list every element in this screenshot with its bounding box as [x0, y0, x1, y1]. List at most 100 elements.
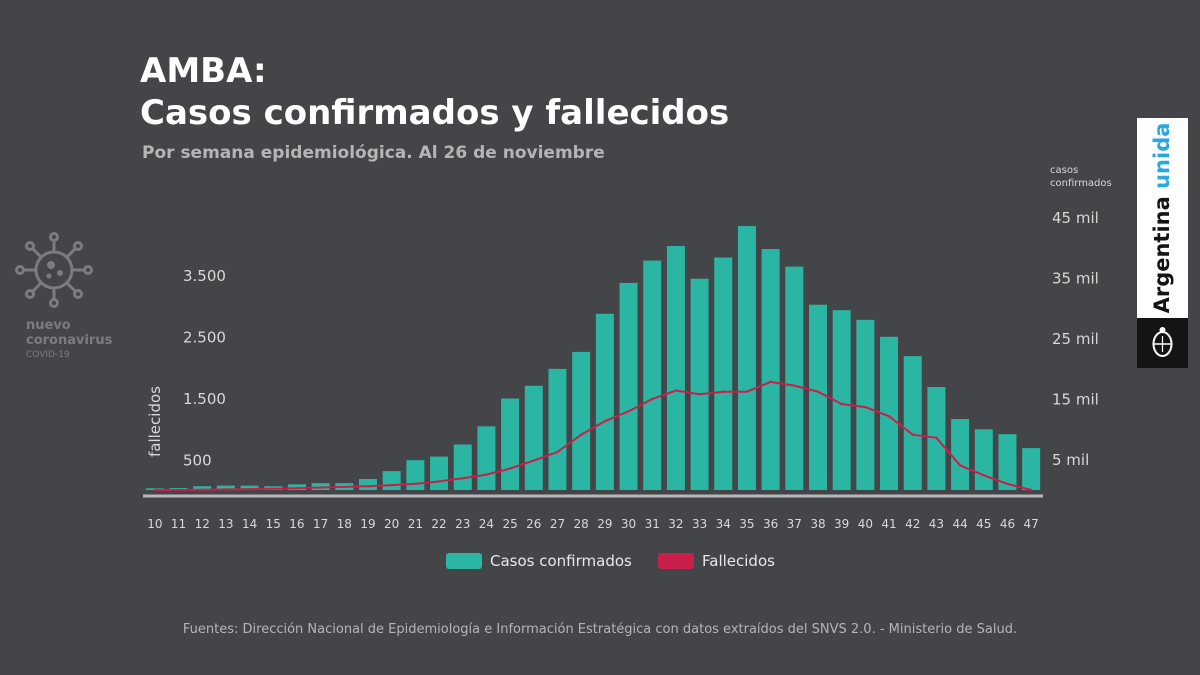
bar-casos	[406, 460, 425, 490]
page-subtitle: Por semana epidemiológica. Al 26 de novi…	[142, 143, 605, 163]
x-tick-label: 21	[408, 517, 423, 531]
legend-swatch-casos	[446, 553, 482, 569]
x-tick-label: 19	[360, 517, 375, 531]
point-fallecidos	[153, 488, 157, 492]
x-tick-label: 26	[526, 517, 541, 531]
left-tick-label: 1.500	[183, 390, 226, 408]
bar-casos	[477, 426, 496, 490]
x-tick-label: 18	[337, 517, 352, 531]
x-tick-label: 24	[479, 517, 494, 531]
badge-line-3: COVID-19	[26, 350, 70, 360]
bar-casos	[572, 351, 591, 490]
legend-label-fallecidos: Fallecidos	[702, 552, 775, 570]
x-tick-label: 30	[621, 517, 636, 531]
source-footer: Fuentes: Dirección Nacional de Epidemiol…	[182, 622, 1018, 637]
point-fallecidos	[1006, 482, 1009, 486]
x-tick-label: 23	[455, 517, 470, 531]
point-fallecidos	[272, 487, 275, 490]
right-tick-label: 15 mil	[1052, 391, 1099, 409]
legend-label-casos: Casos confirmados	[490, 552, 632, 570]
point-fallecidos	[651, 397, 654, 401]
x-tick-label: 44	[952, 517, 967, 531]
x-tick-label: 41	[881, 517, 896, 531]
point-fallecidos	[674, 389, 678, 392]
x-tick-label: 46	[1000, 517, 1015, 531]
legend-item-fallecidos: Fallecidos	[658, 552, 775, 570]
bar-casos	[595, 313, 614, 490]
bar-casos	[809, 304, 827, 490]
point-fallecidos	[793, 384, 796, 387]
bar-casos	[216, 485, 235, 490]
left-tick-label: 3.500	[183, 267, 226, 285]
x-tick-label: 20	[384, 517, 399, 531]
bar-casos	[524, 385, 543, 490]
x-tick-label: 12	[195, 517, 210, 531]
right-axis-label-line2: confirmados	[1050, 178, 1112, 189]
point-fallecidos	[769, 380, 772, 384]
bar-casos	[382, 471, 401, 490]
bar-casos	[619, 282, 638, 490]
bar-casos	[737, 226, 756, 490]
right-tick-label: 25 mil	[1052, 330, 1099, 348]
x-tick-label: 37	[787, 517, 802, 531]
badge-line-1: nuevo	[26, 318, 71, 333]
x-tick-label: 25	[502, 517, 517, 531]
legend-swatch-fallecidos	[658, 553, 694, 569]
bar-casos	[785, 266, 804, 490]
x-tick-label: 13	[218, 517, 233, 531]
x-tick-label: 47	[1024, 517, 1039, 531]
point-fallecidos	[982, 474, 985, 477]
bar-casos	[359, 478, 377, 490]
point-fallecidos	[816, 390, 820, 393]
emblem-panel	[1137, 318, 1188, 368]
x-tick-label: 36	[763, 517, 778, 531]
point-fallecidos	[745, 390, 749, 393]
x-tick-label: 32	[668, 517, 683, 531]
x-tick-label: 45	[976, 517, 991, 531]
bar-casos	[501, 398, 520, 490]
point-fallecidos	[698, 392, 701, 396]
point-fallecidos	[437, 480, 441, 483]
bar-casos	[643, 260, 662, 490]
bar-casos	[666, 246, 685, 490]
x-tick-label: 10	[147, 517, 162, 531]
bar-casos	[430, 456, 449, 490]
x-tick-label: 34	[716, 517, 731, 531]
point-fallecidos	[414, 482, 417, 486]
x-tick-label: 29	[597, 517, 612, 531]
point-fallecidos	[722, 390, 725, 393]
bar-casos	[714, 257, 733, 490]
bar-casos	[903, 356, 922, 490]
point-fallecidos	[887, 415, 891, 418]
left-tick-label: 500	[183, 451, 212, 469]
right-tick-label: 5 mil	[1052, 451, 1089, 469]
x-tick-label: 22	[431, 517, 446, 531]
covid-badge: nuevo coronavirus COVID-19	[26, 318, 112, 363]
national-emblem-icon	[1152, 327, 1173, 357]
x-tick-label: 35	[739, 517, 754, 531]
title-line-2: Casos confirmados y fallecidos	[140, 93, 730, 133]
bar-casos	[856, 319, 875, 490]
x-tick-label: 16	[289, 517, 304, 531]
left-axis-label: fallecidos	[146, 386, 164, 457]
bar-casos	[832, 310, 851, 490]
point-fallecidos	[627, 410, 630, 413]
x-tick-label: 28	[574, 517, 589, 531]
point-fallecidos	[911, 433, 914, 436]
point-fallecidos	[224, 488, 228, 491]
point-fallecidos	[343, 485, 346, 489]
legend-item-casos: Casos confirmados	[446, 552, 632, 570]
point-fallecidos	[603, 420, 607, 423]
x-tick-label: 15	[266, 517, 281, 531]
x-tick-label: 33	[692, 517, 707, 531]
x-tick-label: 38	[810, 517, 825, 531]
bar-casos	[690, 278, 709, 490]
x-tick-label: 40	[858, 517, 873, 531]
x-tick-label: 11	[171, 517, 186, 531]
right-axis-label-line1: casos	[1050, 165, 1078, 176]
bar-casos	[548, 368, 567, 490]
brand-panel: Argentina unida	[1137, 118, 1188, 318]
bar-casos	[951, 419, 970, 490]
point-fallecidos	[201, 488, 204, 491]
